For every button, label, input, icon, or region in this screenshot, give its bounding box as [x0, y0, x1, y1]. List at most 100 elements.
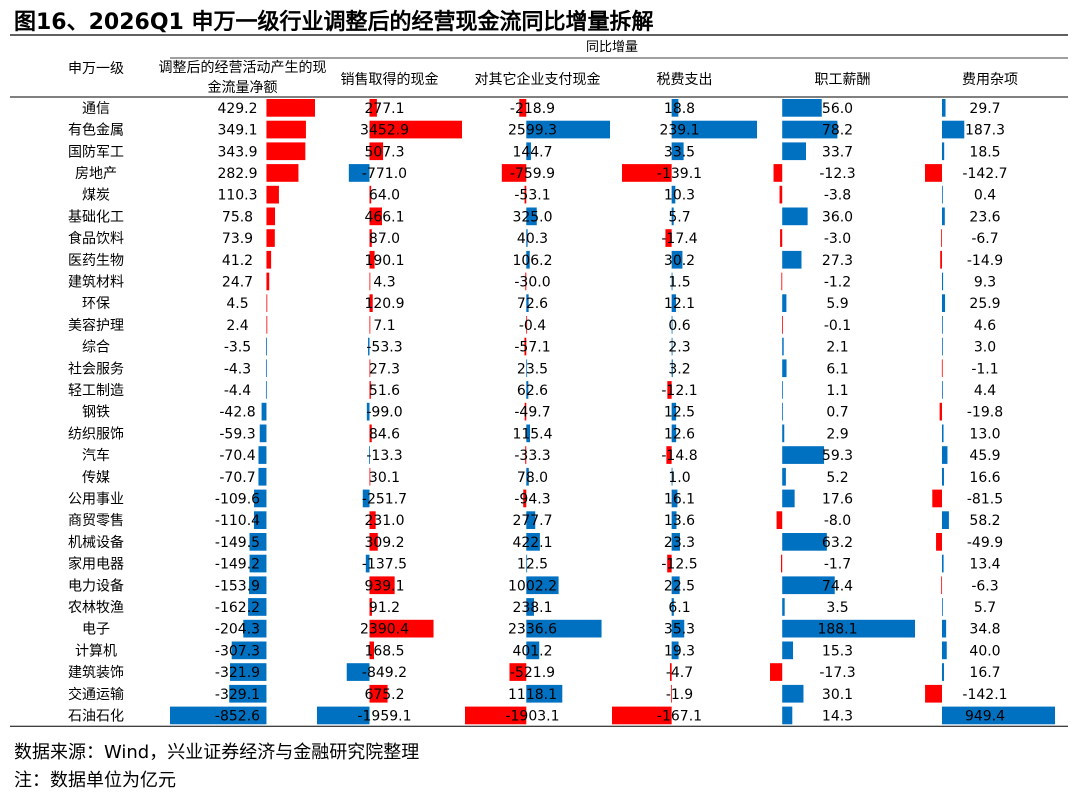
value-label: 36.0 [822, 209, 853, 225]
row-name: 家用电器 [68, 556, 124, 573]
row-name: 交通运输 [68, 686, 124, 703]
value-label: -12.1 [661, 383, 697, 399]
bar [230, 663, 267, 681]
bar [526, 684, 563, 703]
bar [526, 381, 529, 399]
bar [369, 533, 378, 551]
bar [671, 207, 674, 226]
value-label: 5.7 [668, 209, 690, 225]
bar [941, 706, 1055, 725]
value-label: 144.7 [512, 144, 552, 160]
value-label: -329.1 [215, 687, 260, 703]
bar [465, 706, 527, 725]
bar [932, 489, 942, 508]
value-label: 2.3 [668, 340, 690, 356]
bar [524, 185, 527, 204]
bar [941, 424, 944, 443]
bar [265, 359, 267, 378]
value-label: -49.7 [514, 405, 550, 421]
bar [941, 641, 947, 660]
value-label: 282.9 [217, 166, 257, 182]
value-label: 2336.6 [508, 622, 557, 638]
bar [782, 706, 793, 725]
value-label: -6.3 [971, 578, 998, 594]
bar [369, 207, 382, 226]
value-label: -49.9 [967, 535, 1003, 551]
bar [265, 381, 267, 399]
value-label: 0.4 [974, 188, 996, 204]
value-label: -57.1 [514, 340, 550, 356]
bar [941, 381, 943, 399]
bar [266, 229, 275, 247]
value-label: 23.5 [517, 361, 548, 377]
value-label: 35.3 [664, 622, 695, 638]
bar [369, 99, 377, 117]
value-label: -14.9 [967, 253, 1003, 269]
bar [526, 316, 528, 334]
value-label: -149.2 [215, 557, 260, 573]
bar [369, 294, 373, 312]
value-label: -94.3 [514, 491, 550, 507]
value-label: 5.9 [826, 296, 848, 312]
bar [366, 402, 370, 421]
bar [362, 489, 370, 508]
row-name: 轻工制造 [68, 383, 124, 399]
value-label: 15.3 [822, 643, 853, 659]
value-label: -321.9 [215, 665, 260, 681]
value-label: -99.0 [366, 405, 402, 421]
value-label: 25.9 [969, 296, 1000, 312]
bar [369, 359, 371, 378]
value-label: 12.1 [664, 296, 695, 312]
bar [369, 381, 371, 399]
value-label: 6.1 [826, 361, 848, 377]
value-label: 325.0 [512, 209, 552, 225]
value-label: 27.3 [822, 253, 853, 269]
value-label: 73.9 [222, 231, 253, 247]
value-label: -0.4 [519, 318, 546, 334]
value-label: -17.4 [661, 231, 697, 247]
bar [782, 641, 794, 660]
value-label: -59.3 [219, 426, 255, 442]
row-name: 房地产 [75, 166, 117, 182]
column-header: 费用杂项 [962, 72, 1018, 88]
bar [782, 359, 787, 378]
value-label: 422.1 [512, 535, 552, 551]
value-label: -142.1 [962, 687, 1007, 703]
row-name: 基础化工 [68, 208, 124, 225]
bar [941, 229, 942, 247]
value-label: 22.5 [664, 578, 695, 594]
bar [782, 316, 783, 334]
value-label: 3.5 [826, 600, 848, 616]
value-label: 4.6 [974, 318, 996, 334]
row-name: 国防军工 [68, 144, 124, 160]
bar [782, 684, 804, 703]
value-label: 12.6 [664, 426, 695, 442]
bar [526, 207, 537, 226]
bar [526, 359, 528, 378]
value-label: -6.7 [971, 231, 998, 247]
row-name: 食品饮料 [68, 230, 124, 247]
value-label: 17.6 [822, 491, 853, 507]
value-label: 10.3 [664, 188, 695, 204]
value-label: -251.7 [362, 491, 407, 507]
value-label: 4.4 [974, 383, 996, 399]
bar [261, 402, 267, 421]
bar [369, 424, 372, 443]
bar [936, 533, 942, 551]
bar [671, 99, 679, 117]
value-label: 84.6 [369, 426, 400, 442]
bar [266, 185, 279, 204]
bar [941, 576, 943, 595]
bar [526, 424, 531, 443]
value-label: 2390.4 [360, 622, 409, 638]
value-label: 23.6 [969, 209, 1000, 225]
row-name: 通信 [82, 101, 110, 117]
value-label: 507.3 [364, 144, 404, 160]
value-label: 0.6 [668, 318, 690, 334]
bar [526, 250, 530, 269]
value-label: 2599.3 [508, 123, 557, 139]
value-label: 277.7 [512, 513, 552, 529]
value-label: -1959.1 [357, 708, 411, 724]
bar [501, 164, 527, 182]
bar [266, 337, 267, 356]
